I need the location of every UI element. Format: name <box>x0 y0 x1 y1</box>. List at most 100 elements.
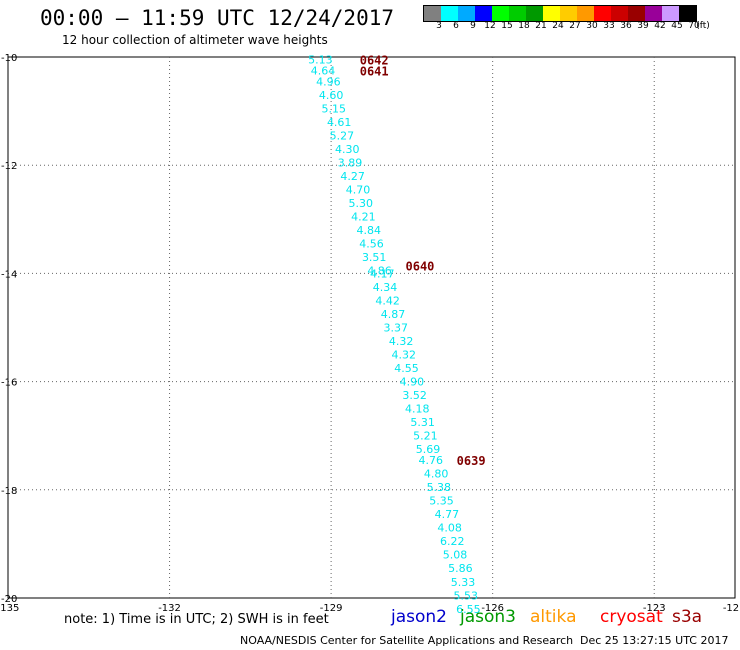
swh-value-label: 5.38 <box>427 481 452 494</box>
swh-value-label: 5.86 <box>448 562 473 575</box>
swh-value-label: 4.32 <box>392 349 417 362</box>
color-scale-swatch <box>492 6 509 21</box>
x-tick-label: -12 <box>723 603 739 614</box>
pass-time-label: 0640 <box>406 259 435 273</box>
units-note: note: 1) Time is in UTC; 2) SWH is in fe… <box>64 612 329 627</box>
pass-time-label: 0641 <box>360 65 389 79</box>
color-scale-label: 21 <box>535 21 547 31</box>
swh-value-label: 4.34 <box>373 281 398 294</box>
map-title: 00:00 – 11:59 UTC 12/24/2017 <box>40 6 395 30</box>
swh-value-label: 4.60 <box>319 89 344 102</box>
swh-value-label: 4.27 <box>340 170 365 183</box>
color-scale-label: 45 <box>671 21 683 31</box>
map-frame <box>7 56 736 599</box>
color-scale-label: 3 <box>436 21 442 31</box>
color-scale-label: 9 <box>470 21 476 31</box>
x-tick-label: -129 <box>320 603 343 614</box>
color-scale-swatch <box>543 6 560 21</box>
color-scale-label: 27 <box>569 21 581 31</box>
color-scale-swatch <box>577 6 594 21</box>
color-scale-swatch <box>526 6 543 21</box>
legend-cryosat: cryosat <box>600 607 663 627</box>
color-scale-label: 36 <box>620 21 632 31</box>
swh-value-label: 5.08 <box>443 549 468 562</box>
swh-value-label: 4.76 <box>418 454 443 467</box>
color-scale-label: 24 <box>552 21 564 31</box>
color-scale-swatch <box>458 6 475 21</box>
swh-value-label: 4.96 <box>316 75 341 88</box>
swh-value-label: 4.32 <box>389 335 414 348</box>
color-scale-bar <box>423 5 697 22</box>
y-tick-label: -10 <box>1 53 17 64</box>
color-scale-label: 12 <box>484 21 496 31</box>
swh-value-label: 5.33 <box>451 576 476 589</box>
y-tick-label: -14 <box>1 269 17 280</box>
swh-value-label: 3.89 <box>338 156 363 169</box>
color-scale-label: 33 <box>603 21 615 31</box>
swh-value-label: 6.55 <box>456 603 481 616</box>
swh-value-label: 4.18 <box>405 403 430 416</box>
swh-value-label: 4.55 <box>394 362 419 375</box>
color-scale-swatch <box>509 6 526 21</box>
swh-value-label: 5.13 <box>308 54 333 67</box>
color-scale-label: 42 <box>654 21 666 31</box>
y-tick-label: -16 <box>1 378 17 389</box>
color-scale-label: 15 <box>501 21 513 31</box>
swh-value-label: 4.70 <box>346 184 371 197</box>
swh-value-label: 4.64 <box>311 65 336 78</box>
legend-jason2: jason2 <box>391 607 447 627</box>
swh-value-label: 3.52 <box>402 389 427 402</box>
y-tick-label: -20 <box>1 594 17 605</box>
color-scale-swatch <box>560 6 577 21</box>
pass-time-label: 0639 <box>457 454 486 468</box>
swh-value-label: 4.17 <box>370 267 395 280</box>
swh-value-label: 5.15 <box>322 102 347 115</box>
generation-timestamp: Dec 25 13:27:15 UTC 2017 <box>580 634 729 647</box>
color-scale-label: 6 <box>453 21 459 31</box>
map-subtitle: 12 hour collection of altimeter wave hei… <box>62 33 328 47</box>
color-scale-swatch <box>611 6 628 21</box>
color-scale-swatch <box>662 6 679 21</box>
swh-value-label: 4.77 <box>435 508 460 521</box>
color-scale-label: 39 <box>637 21 649 31</box>
swh-value-label: 4.56 <box>359 238 384 251</box>
color-scale-label: 70 <box>688 21 700 31</box>
legend-jason3: jason3 <box>460 607 516 627</box>
swh-value-label: 4.87 <box>381 308 406 321</box>
color-scale-swatch <box>594 6 611 21</box>
swh-value-label: 4.80 <box>424 468 449 481</box>
x-tick-label: -126 <box>481 603 504 614</box>
color-scale-swatch <box>628 6 645 21</box>
color-scale-swatch <box>475 6 492 21</box>
swh-value-label: 4.61 <box>327 116 352 129</box>
color-scale-label: 30 <box>586 21 598 31</box>
swh-value-label: 5.21 <box>413 430 438 443</box>
swh-value-label: 6.22 <box>440 535 465 548</box>
swh-value-label: 3.37 <box>383 322 408 335</box>
swh-value-label: 5.53 <box>453 589 478 602</box>
legend-s3a: s3a <box>672 607 703 627</box>
color-scale-labels: 3 6 9 12 15 18 21 24 27 30 33 36 39 42 45 70 (ft) <box>423 21 740 33</box>
y-tick-label: -18 <box>1 486 17 497</box>
y-tick-label: -12 <box>1 161 17 172</box>
legend-altika: altika <box>530 607 577 627</box>
swh-value-label: 5.27 <box>330 129 355 142</box>
swh-value-label: 4.21 <box>351 211 376 224</box>
x-tick-label: -135 <box>0 603 19 614</box>
swh-value-label: 4.42 <box>375 294 400 307</box>
credit-line: NOAA/NESDIS Center for Satellite Applica… <box>240 634 574 647</box>
x-tick-label: -132 <box>158 603 181 614</box>
color-scale-label: (ft) <box>696 21 710 31</box>
swh-value-label: 4.84 <box>357 224 382 237</box>
pass-time-label: 0642 <box>360 54 389 68</box>
swh-value-label: 4.30 <box>335 143 360 156</box>
swh-value-label: 5.35 <box>429 495 454 508</box>
color-scale-swatch <box>424 6 441 21</box>
swh-value-label: 5.69 <box>416 443 441 456</box>
color-scale-swatch <box>441 6 458 21</box>
swh-value-label: 4.90 <box>400 376 425 389</box>
swh-value-label: 3.51 <box>362 251 387 264</box>
swh-value-label: 4.86 <box>367 265 392 278</box>
color-scale-swatch <box>679 6 696 21</box>
